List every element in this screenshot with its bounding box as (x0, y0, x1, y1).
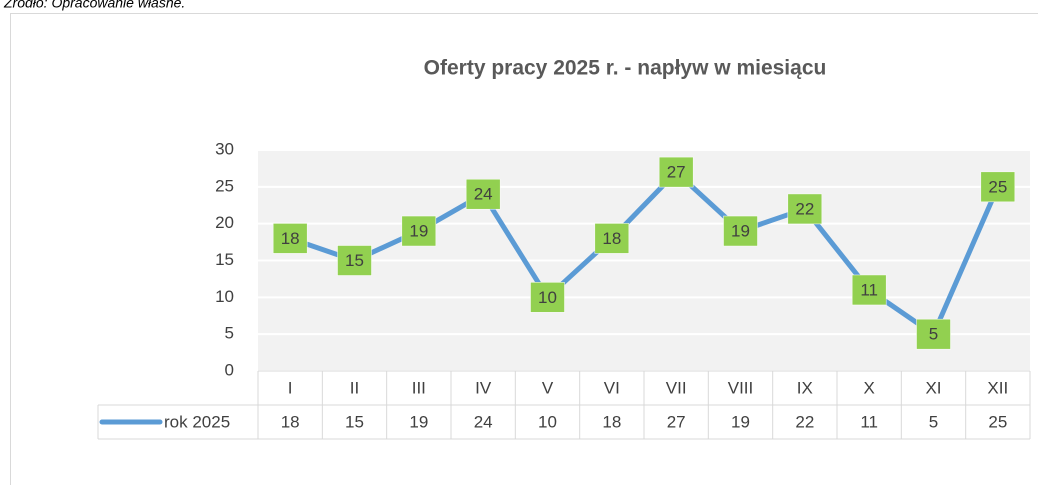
x-tick-label: IV (475, 378, 492, 397)
data-label-box (530, 282, 565, 313)
chart-title: Oferty pracy 2025 r. - napływ w miesiącu (424, 57, 827, 80)
data-label: 15 (345, 251, 364, 270)
data-label-box (337, 245, 372, 276)
data-label: 24 (474, 185, 493, 204)
data-label: 27 (667, 163, 686, 182)
data-label: 19 (409, 222, 428, 241)
x-tick-label: IX (797, 378, 813, 397)
data-label-box (658, 156, 694, 188)
x-tick-label: V (542, 378, 554, 397)
data-label: 18 (602, 229, 621, 248)
x-tick-label: VII (666, 378, 687, 397)
y-tick-label: 25 (215, 176, 234, 195)
data-label-box (851, 274, 887, 306)
data-label: 18 (281, 229, 300, 248)
y-tick-label: 10 (215, 287, 234, 306)
x-tick-label: XI (925, 378, 941, 397)
table-value: 19 (409, 412, 428, 431)
table-value: 27 (667, 412, 686, 431)
table-value: 10 (538, 412, 557, 431)
table-value: 25 (988, 412, 1007, 431)
x-tick-label: VIII (728, 378, 754, 397)
table-value: 24 (474, 412, 493, 431)
data-label-box (916, 318, 951, 350)
data-label-box (787, 193, 823, 225)
y-tick-label: 15 (215, 250, 234, 269)
table-value: 22 (795, 412, 814, 431)
data-label: 11 (860, 280, 878, 299)
data-label-box (723, 215, 758, 247)
data-label-box (594, 223, 630, 254)
y-tick-label: 30 (215, 139, 234, 158)
x-tick-label: I (288, 378, 293, 397)
data-label: 25 (988, 177, 1007, 196)
table-value: 15 (345, 412, 364, 431)
table-value: 18 (602, 412, 621, 431)
data-label-box (465, 178, 501, 210)
data-label: 10 (538, 288, 557, 307)
data-label-box (980, 171, 1016, 203)
data-label: 22 (795, 199, 814, 218)
table-value: 19 (731, 412, 750, 431)
x-tick-label: VI (604, 378, 620, 397)
data-label: 19 (731, 222, 750, 241)
data-label-box (401, 215, 437, 247)
x-tick-label: III (412, 378, 426, 397)
table-value: 5 (929, 412, 938, 431)
table-value: 11 (860, 412, 878, 431)
y-tick-label: 0 (225, 360, 234, 379)
x-tick-label: II (350, 378, 359, 397)
legend-label: rok 2025 (164, 412, 230, 431)
data-label: 5 (929, 325, 938, 344)
y-tick-label: 5 (225, 324, 234, 343)
x-tick-label: X (863, 378, 874, 397)
table-value: 18 (281, 412, 300, 431)
source-note: Źródło: Opracowanie własne. (3, 0, 185, 11)
y-tick-label: 20 (215, 213, 234, 232)
data-label-box (272, 223, 308, 254)
x-tick-label: XII (987, 378, 1008, 397)
